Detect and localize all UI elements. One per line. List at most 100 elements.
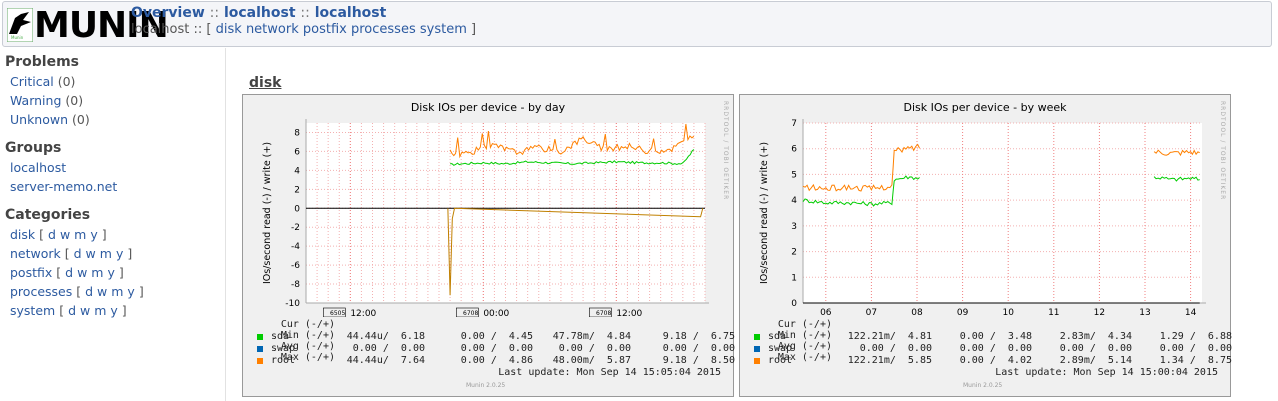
period-link-m[interactable]: m (74, 227, 87, 242)
period-link-m[interactable]: m (99, 246, 112, 261)
y-tick-label: 4 (294, 166, 300, 176)
legend-value-cur: 0.00 / 0.00 (859, 343, 932, 354)
unknown-link[interactable]: Unknown (10, 112, 69, 127)
breadcrumb-overview[interactable]: Overview (131, 5, 205, 21)
subnav-link-postfix[interactable]: postfix (302, 22, 347, 37)
legend-value-avg: 2.89m/ 5.14 (1059, 355, 1132, 366)
category-title: disk (249, 75, 282, 91)
graph-title: Disk IOs per device - by day (410, 101, 566, 114)
sidebar-item-warning[interactable]: Warning (0) (10, 93, 83, 108)
graph-legend: Cur (-/+) Min (-/+) Avg (-/+) Max (-/+) sda 4… (255, 319, 735, 378)
legend-value-avg: 0.00 / 0.00 (1059, 343, 1132, 354)
subnav-link-disk[interactable]: disk (215, 22, 242, 37)
y-tick-label: 1 (791, 273, 797, 283)
legend-value-max: 1.29 / 6.88 (1159, 331, 1232, 342)
legend-series-name: root (768, 355, 793, 366)
legend-series-name: sda (768, 331, 787, 342)
legend-value-min: 0.00 / 4.45 (460, 331, 533, 342)
category-link-system[interactable]: system (10, 303, 56, 318)
period-link-w[interactable]: w (97, 284, 108, 299)
legend-header: Cur (-/+) (777, 319, 832, 330)
legend-swatch (754, 334, 760, 340)
subnav-link-processes[interactable]: processes (350, 22, 416, 37)
category-link-network[interactable]: network (10, 246, 61, 261)
period-link-y[interactable]: y (127, 284, 135, 299)
sidebar-item-critical[interactable]: Critical (0) (10, 74, 75, 89)
graph-disk-week[interactable]: Disk IOs per device - by week RRDTOOL / T… (739, 94, 1232, 397)
series-line-root-read (447, 207, 704, 296)
category-link-processes[interactable]: processes (10, 284, 73, 299)
period-link-d[interactable]: d (48, 227, 56, 242)
period-link-w[interactable]: w (77, 265, 88, 280)
subnav-link-system[interactable]: system (419, 22, 467, 37)
sidebar-item-server-memo[interactable]: server-memo.net (10, 179, 118, 194)
period-link-w[interactable]: w (79, 303, 91, 318)
x-tick-label: 12:00 (616, 309, 642, 317)
period-link-d[interactable]: d (85, 284, 94, 299)
x-tick-tag: 6505 (330, 310, 345, 317)
legend-header: Max (-/+) (280, 352, 335, 363)
category-link-disk[interactable]: disk (10, 227, 36, 242)
sidebar-item-unknown[interactable]: Unknown (0) (10, 112, 90, 127)
period-link-w[interactable]: w (85, 246, 96, 261)
legend-header: Max (-/+) (777, 352, 832, 363)
graph-disk-day[interactable]: Disk IOs per device - by day RRDTOOL / TO… (242, 94, 735, 397)
x-tick-label: 06 (820, 308, 832, 317)
legend-value-cur: 44.44u/ 7.64 (346, 355, 425, 366)
x-tick-label: 12:00 (350, 309, 376, 317)
x-tick-tag: 6708 (596, 310, 611, 317)
period-open-bracket: [ (76, 284, 82, 299)
legend-header: Min (-/+) (777, 330, 832, 341)
legend-header: Avg (-/+) (280, 341, 335, 352)
x-tick-tag-box (589, 307, 612, 317)
breadcrumb-host[interactable]: localhost (314, 5, 387, 21)
period-link-w[interactable]: w (59, 227, 71, 242)
category-link-postfix[interactable]: postfix (10, 265, 53, 280)
sidebar-item-localhost[interactable]: localhost (10, 160, 67, 175)
period-link-d[interactable]: d (68, 303, 76, 318)
period-open-bracket: [ (64, 246, 70, 261)
period-link-y[interactable]: y (107, 265, 115, 280)
y-tick-label: 5 (791, 170, 797, 180)
period-link-d[interactable]: d (65, 265, 74, 280)
legend-value-avg: 2.83m/ 4.34 (1059, 331, 1132, 342)
categories-heading: Categories (5, 207, 91, 223)
x-tick-label: 08 (911, 308, 923, 317)
period-link-y[interactable]: y (110, 303, 118, 318)
legend-value-min: 0.00 / 0.00 (959, 343, 1032, 354)
warning-count: (0) (65, 93, 84, 108)
warning-link[interactable]: Warning (10, 93, 62, 108)
period-link-m[interactable]: m (91, 265, 104, 280)
period-open-bracket: [ (39, 227, 45, 242)
chart-svg: 8 6 4 2 0 -2 -4 -6 -8 -10 6505 12:00 6708 00:00 6708 12… (262, 119, 709, 317)
subnav-link-network[interactable]: network (245, 22, 299, 37)
rrdtool-watermark: RRDTOOL / TOBI OETIKER (1219, 101, 1226, 201)
series-line-root (802, 143, 921, 192)
y-tick-label: -4 (291, 242, 300, 252)
period-link-m[interactable]: m (94, 303, 107, 318)
y-tick-label: -8 (291, 280, 300, 290)
period-link-d[interactable]: d (73, 246, 82, 261)
sidebar-category-postfix: postfix [ d w m y ] (10, 265, 124, 280)
host-subnav: localhost :: [ disk network postfix proc… (131, 22, 476, 37)
subnav-host: localhost (131, 22, 190, 37)
legend-header: Avg (-/+) (777, 341, 832, 352)
period-link-m[interactable]: m (111, 284, 124, 299)
breadcrumb-group[interactable]: localhost (223, 5, 296, 21)
legend-value-max: 9.18 / 8.50 (662, 355, 735, 366)
sidebar-category-system: system [ d w m y ] (10, 303, 127, 318)
x-tick-tag-box (323, 307, 346, 317)
subnav-separator: :: (193, 22, 203, 37)
period-close-bracket: ] (138, 284, 144, 299)
period-close-bracket: ] (101, 227, 107, 242)
legend-row-root: root 122.21m/ 5.85 0.00 / 4.02 2.89m/ 5.14 1… (752, 355, 1232, 367)
munin-logo[interactable]: Munin MUNIN (7, 6, 169, 46)
x-tick-tag: 6708 (463, 310, 478, 317)
legend-row-root: root 44.44u/ 7.64 0.00 / 4.86 48.00m/ 5.87 9… (255, 355, 735, 367)
critical-link[interactable]: Critical (10, 74, 54, 89)
y-tick-label: -2 (291, 223, 300, 233)
last-update-text: Last update: Mon Sep 14 15:05:04 2015 (498, 367, 721, 378)
period-link-y[interactable]: y (90, 227, 98, 242)
series-line-sda (1153, 176, 1200, 182)
period-link-y[interactable]: y (115, 246, 124, 261)
